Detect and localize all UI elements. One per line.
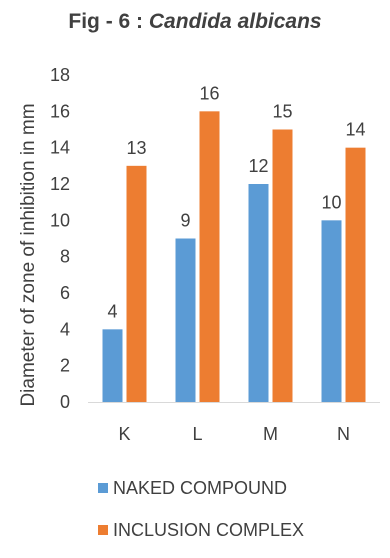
legend-label-naked: NAKED COMPOUND [113,478,288,498]
bar-inclusion-L [199,111,220,402]
chart-title-organism: Candida albicans [148,10,322,33]
y-tick-label: 16 [50,101,70,121]
data-label: 16 [199,83,219,103]
y-tick-label: 2 [60,356,70,376]
y-tick-label: 12 [50,174,70,194]
data-label: 13 [126,138,146,158]
data-label: 10 [321,192,341,212]
bar-chart: 0 2 4 6 8 10 12 14 16 18 4 9 12 10 13 16 15 14 K L M N [50,65,380,444]
data-label: 12 [248,156,268,176]
legend-item-naked: NAKED COMPOUND [98,478,287,499]
legend-swatch-inclusion [98,525,108,535]
y-tick-label: 6 [60,283,70,303]
legend-swatch-naked [98,483,108,493]
legend-item-inclusion: INCLUSION COMPLEX [98,520,304,541]
data-label: 9 [180,211,190,231]
bar-inclusion-N [345,147,366,402]
y-tick-label: 0 [60,392,70,412]
y-tick-label: 14 [50,138,70,158]
y-tick-label: 10 [50,210,70,230]
x-tick-label: L [192,424,202,444]
bar-naked-L [175,238,196,402]
bar-naked-N [321,220,342,402]
data-label: 15 [272,102,292,122]
data-label: 14 [345,120,365,140]
bar-naked-M [248,184,269,402]
x-tick-label: N [337,424,350,444]
y-tick-label: 18 [50,65,70,85]
y-tick-label: 8 [60,247,70,267]
data-label: 4 [107,301,117,321]
bar-inclusion-K [126,165,147,402]
bar-inclusion-M [272,129,293,402]
x-tick-label: K [118,424,130,444]
chart-title: Fig - 6 : Candida albicans [0,10,390,34]
x-tick-label: M [263,424,278,444]
legend-label-inclusion: INCLUSION COMPLEX [113,520,305,540]
bar-naked-K [102,329,123,402]
chart-title-prefix: Fig - 6 : [68,10,149,33]
y-tick-label: 4 [60,319,70,339]
